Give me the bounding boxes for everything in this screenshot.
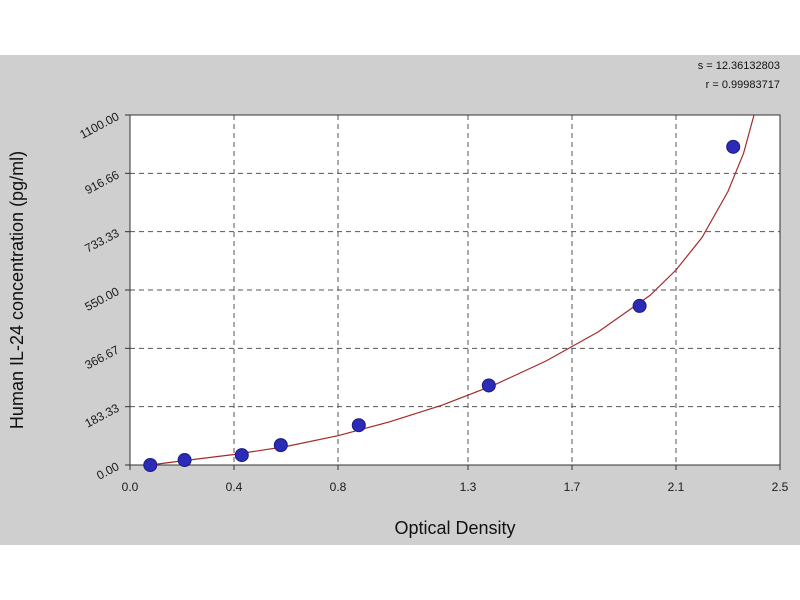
stat-s: s = 12.36132803 (698, 60, 780, 72)
data-point (351, 418, 366, 433)
data-point (273, 438, 288, 453)
x-axis-title: Optical Density (394, 518, 515, 538)
x-tick-label: 1.7 (564, 480, 581, 494)
data-points (143, 139, 741, 472)
data-point (143, 458, 158, 472)
grid-lines (130, 115, 780, 465)
x-tick-label: 0.8 (330, 480, 347, 494)
data-point (726, 139, 741, 154)
stat-r: r = 0.99983717 (706, 79, 780, 91)
x-tick-label: 0.4 (226, 480, 243, 494)
x-tick-label: 0.0 (122, 480, 139, 494)
data-point (177, 453, 192, 468)
x-tick-label: 2.1 (668, 480, 685, 494)
data-point (481, 378, 496, 393)
y-axis-title: Human IL-24 concentration (pg/ml) (7, 151, 27, 429)
data-point (234, 448, 249, 463)
x-tick-label: 2.5 (772, 480, 789, 494)
data-point (632, 298, 647, 313)
x-axis-ticks: 0.0 0.4 0.8 1.3 1.7 2.1 2.5 (122, 465, 789, 494)
x-tick-label: 1.3 (460, 480, 477, 494)
fit-curve-line (150, 114, 755, 466)
